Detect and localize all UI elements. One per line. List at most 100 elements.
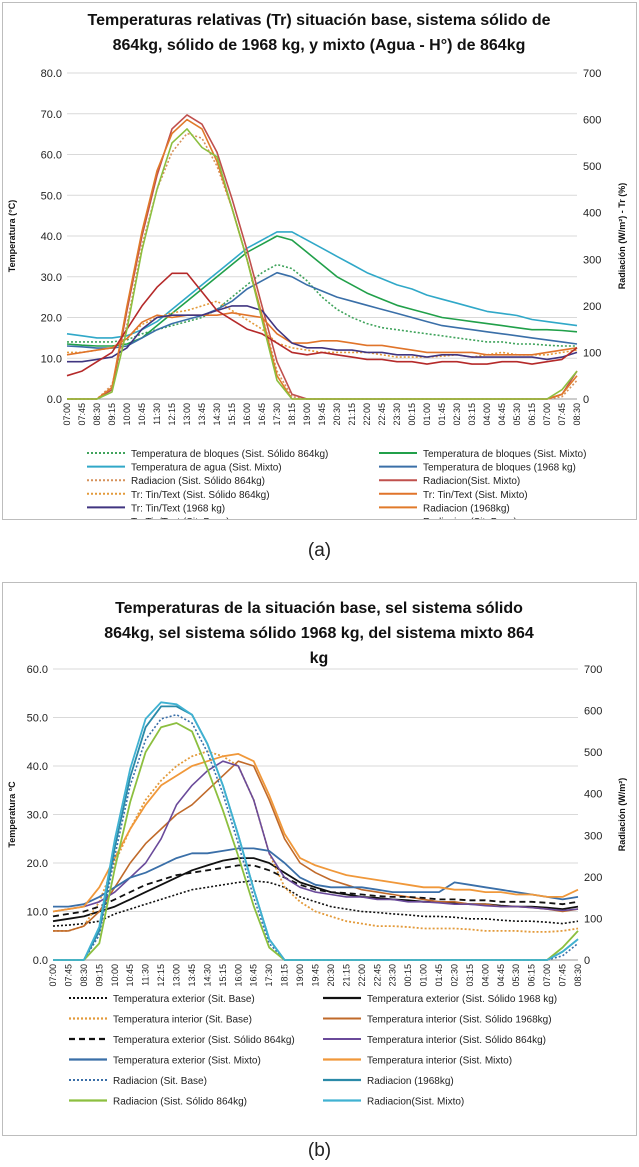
legend-label: Temperatura de agua (Sist. Mixto) [131,463,282,474]
chart-a-svg: Temperaturas relativas (Tr) situación ba… [7,12,627,528]
legend-label: Temperatura interior (Sist. Mixto) [367,1056,512,1067]
x-tick-label: 00:15 [403,964,413,987]
x-tick-label: 19:00 [302,403,312,426]
y-tick-label: 40.0 [27,761,48,773]
y2-tick-label: 600 [584,706,602,718]
series-line-8 [66,311,578,356]
x-tick-label: 11:30 [152,403,162,425]
legend-label: Temperatura de bloques (1968 kg) [423,463,576,474]
chart-b-svg: Temperaturas de la situación base, sel s… [7,600,627,1108]
x-tick-label: 09:15 [94,964,104,987]
legend-label: Temperatura interior (Sist. Sólido 864kg… [367,1035,546,1046]
y2-axis-label: Radiación (W/m²) - Tr (%) [617,183,627,290]
x-tick-label: 01:45 [437,403,447,426]
caption-b: (b) [307,1140,332,1161]
x-tick-label: 21:15 [347,403,357,426]
y2-tick-label: 200 [583,301,601,313]
x-tick-label: 13:00 [172,964,182,987]
x-tick-label: 19:45 [317,403,327,426]
x-tick-label: 10:00 [122,403,132,426]
y2-tick-label: 500 [583,161,601,173]
x-tick-label: 18:15 [287,403,297,426]
x-tick-label: 11:30 [141,964,151,986]
y-tick-label: 50.0 [41,190,62,202]
y2-tick-label: 700 [584,664,602,676]
y2-tick-label: 200 [584,872,602,884]
y2-tick-label: 0 [584,955,590,967]
x-tick-label: 05:30 [511,964,521,987]
legend-label: Radiacion (Sist. Sólido 864kg) [131,476,265,487]
y2-tick-label: 500 [584,747,602,759]
chart-title-line: kg [310,650,329,667]
x-tick-label: 04:45 [496,964,506,987]
series-line-3 [53,750,579,933]
x-tick-label: 06:15 [527,403,537,426]
series-line-8 [52,752,579,913]
chart-title-line: Temperaturas de la situación base, sel s… [115,600,523,617]
chart-title-line: 864kg, sólido de 1968 kg, y mixto (Agua … [113,37,526,54]
x-tick-label: 16:45 [257,403,267,426]
series-line-11 [53,722,579,961]
x-tick-label: 07:45 [63,964,73,987]
legend-label: Radiacion (1968kg) [423,503,510,514]
x-tick-label: 07:00 [542,403,552,426]
x-tick-label: 16:00 [233,964,243,987]
x-tick-label: 06:15 [527,964,537,987]
x-tick-label: 07:45 [557,403,567,426]
x-tick-label: 04:00 [480,964,490,987]
x-tick-label: 22:45 [377,403,387,426]
legend-label: Temperatura de bloques (Sist. Sólido 864… [131,449,328,460]
x-tick-label: 07:45 [558,964,568,987]
y2-tick-label: 400 [584,789,602,801]
x-tick-label: 08:30 [573,964,583,987]
x-tick-label: 17:30 [264,964,274,987]
x-tick-label: 20:30 [332,403,342,426]
legend-label: Temperatura interior (Sit. Base) [113,1015,252,1026]
x-tick-label: 01:45 [434,964,444,987]
y-tick-label: 70.0 [41,109,62,121]
x-tick-label: 17:30 [272,403,282,426]
x-tick-label: 08:30 [92,403,102,426]
legend-label: Radiacion (Sit. Base) [113,1076,207,1087]
x-tick-label: 08:30 [79,964,89,987]
x-tick-label: 07:00 [62,403,72,426]
y-axis-label: Temperatura (°C) [7,200,17,272]
y-tick-label: 0.0 [33,955,48,967]
x-tick-label: 10:00 [110,964,120,987]
x-tick-label: 22:45 [372,964,382,987]
y-tick-label: 80.0 [41,68,62,80]
series-line-4 [66,271,578,349]
x-tick-label: 23:30 [388,964,398,987]
y-tick-label: 20.0 [27,858,48,870]
x-tick-label: 19:45 [311,964,321,987]
x-tick-label: 13:45 [187,964,197,987]
x-tick-label: 03:15 [467,403,477,426]
y2-tick-label: 100 [583,347,601,359]
legend-label: Tr: Tin/Text (Sit. Base) [131,517,230,519]
x-tick-label: 14:30 [212,403,222,426]
x-tick-label: 23:30 [392,403,402,426]
y2-axis-label: Radiación (W/m²) [617,778,627,852]
legend-label: Radiacion (Sist. Sólido 864kg) [113,1097,247,1108]
x-tick-label: 05:30 [512,403,522,426]
x-tick-label: 07:00 [542,964,552,987]
legend-label: Temperatura interior (Sist. Sólido 1968k… [367,1015,552,1026]
chart-title-line: Temperaturas relativas (Tr) situación ba… [88,12,551,29]
y2-tick-label: 600 [583,115,601,127]
x-tick-label: 04:45 [497,403,507,426]
series-line-12 [53,701,579,961]
x-tick-label: 07:00 [48,964,58,987]
series-line-11 [66,272,578,377]
y-tick-label: 60.0 [41,150,62,162]
x-tick-label: 19:00 [295,964,305,987]
x-tick-label: 12:15 [156,964,166,987]
series-line-5 [52,864,579,918]
y2-tick-label: 300 [583,254,601,266]
x-tick-label: 15:15 [227,403,237,426]
chart-panel-a: Temperaturas relativas (Tr) situación ba… [2,2,637,528]
x-tick-label: 00:15 [407,403,417,426]
x-tick-label: 09:15 [107,403,117,426]
x-tick-label: 01:00 [422,403,432,426]
series-line-9 [53,713,579,961]
series-line-5 [67,132,578,400]
